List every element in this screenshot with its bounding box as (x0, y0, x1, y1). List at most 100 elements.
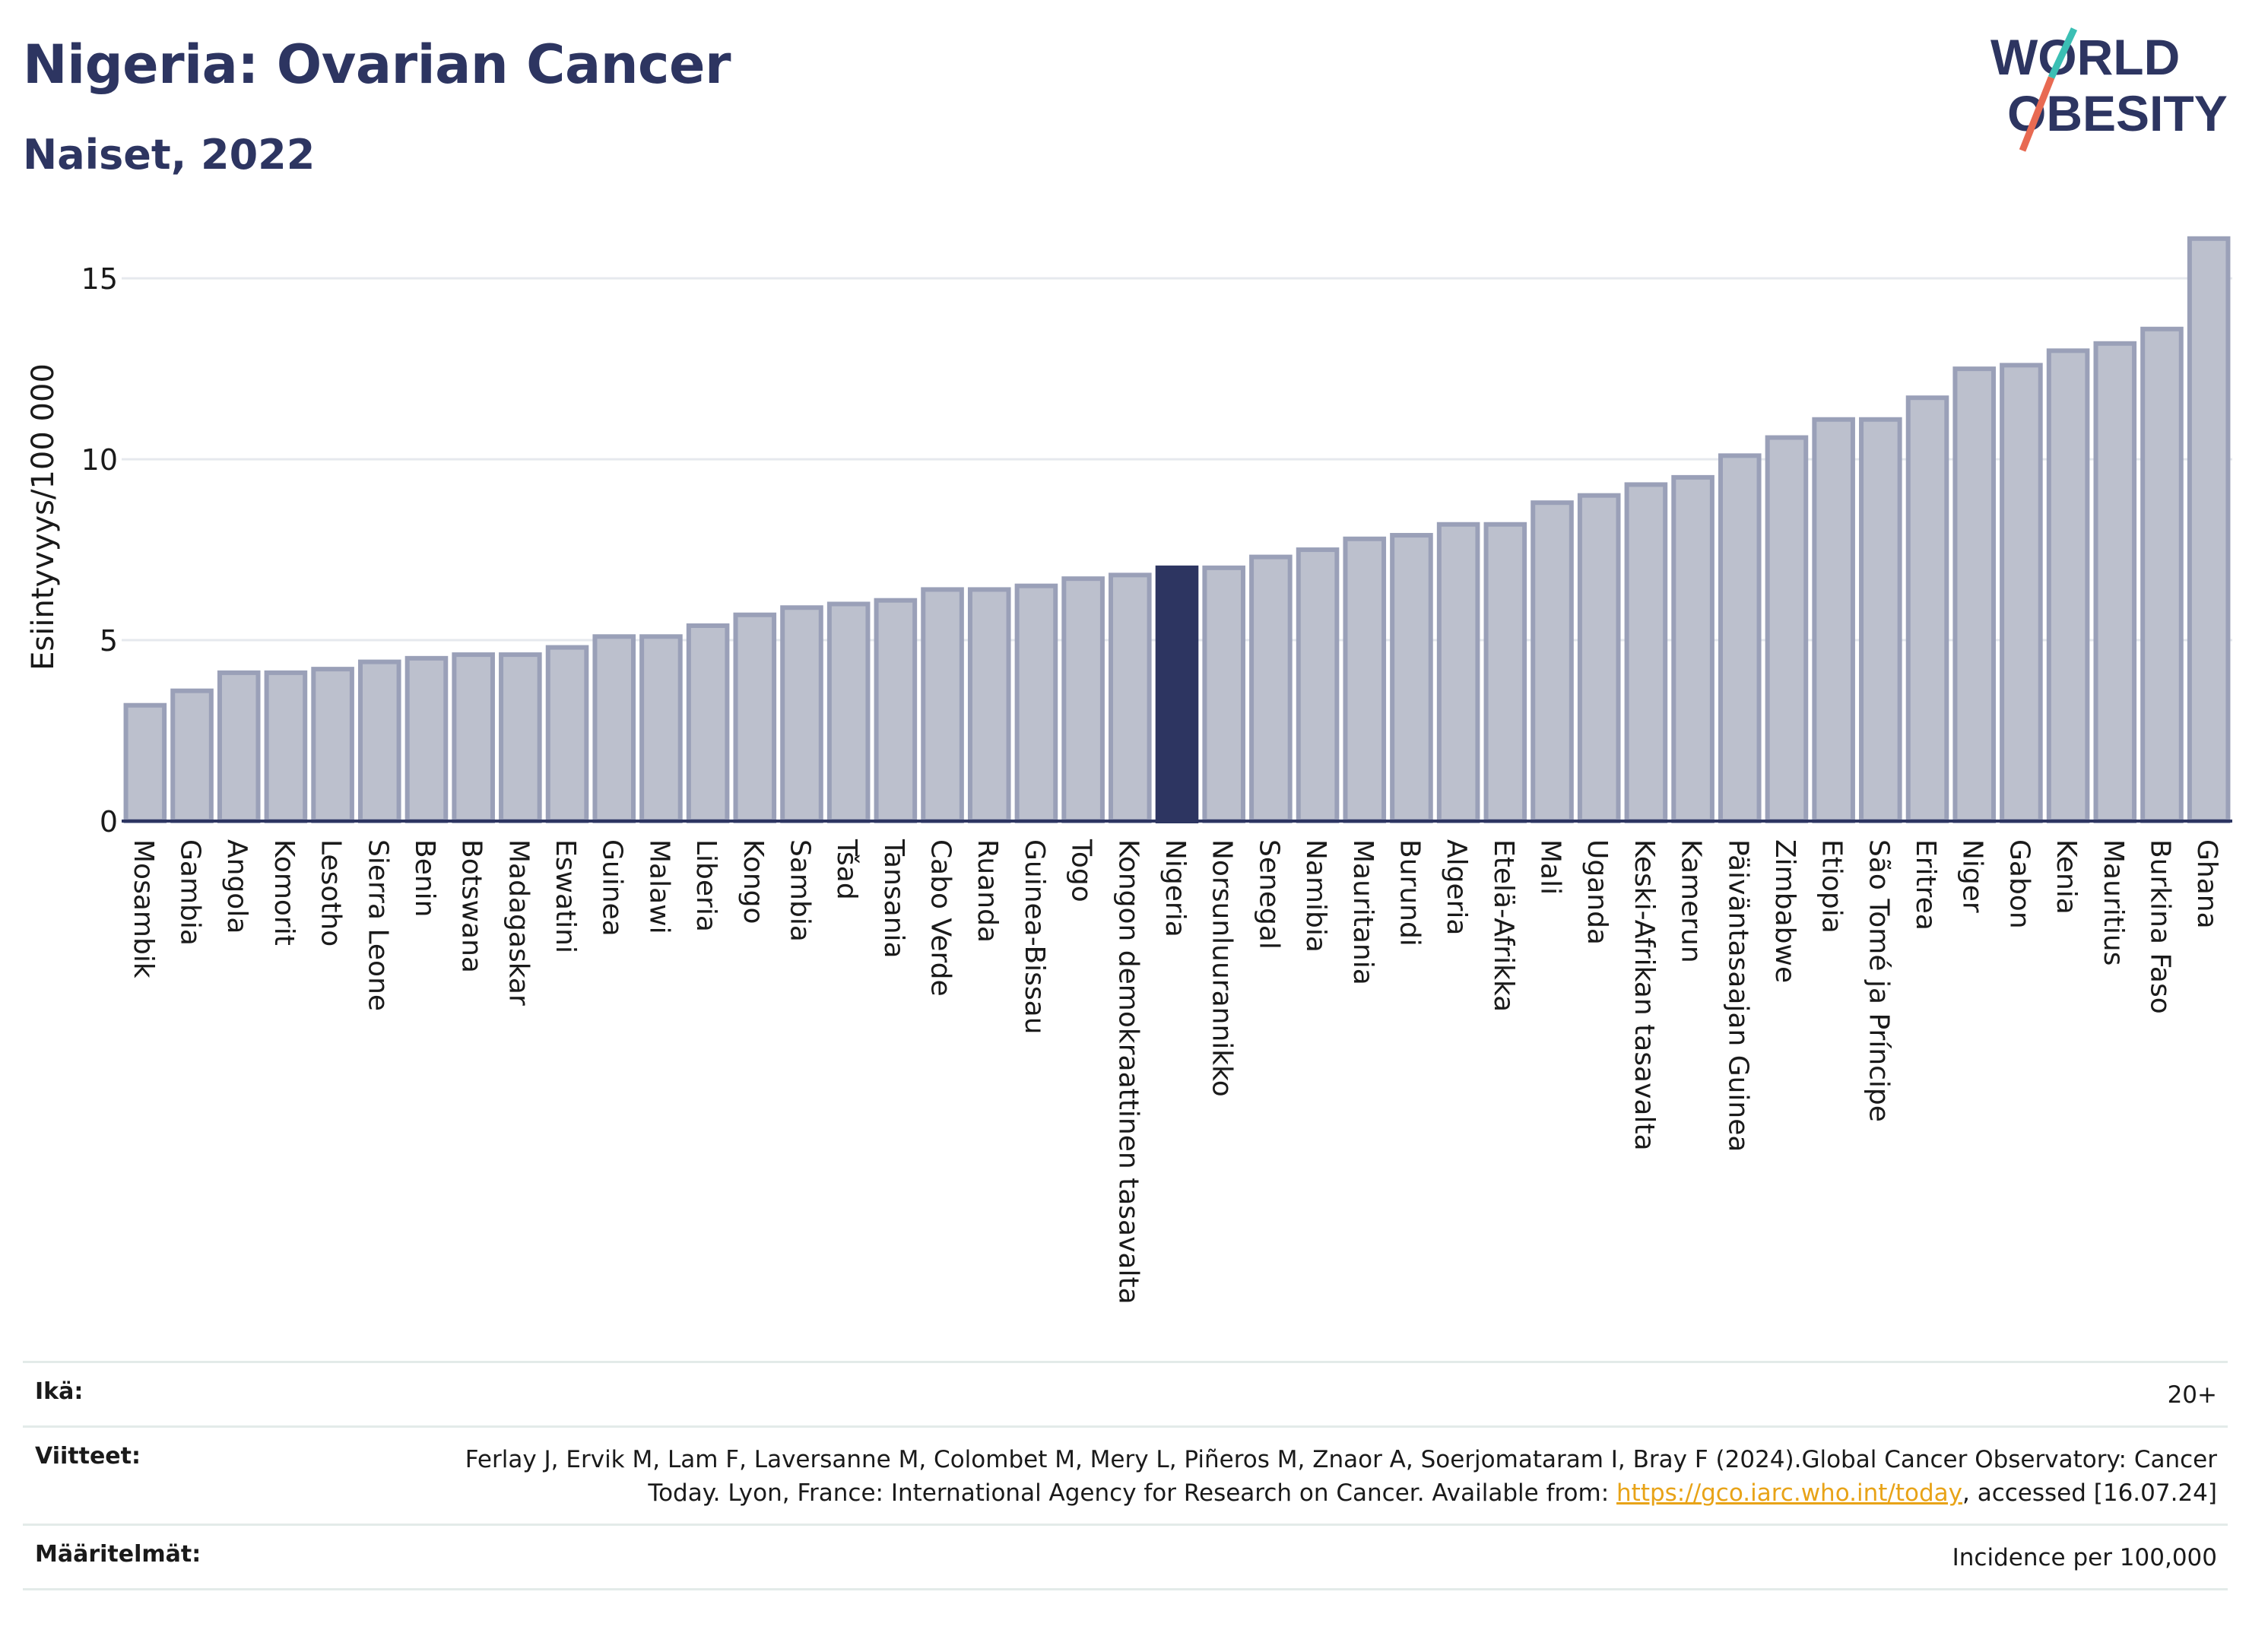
x-tick-label: Niger (1957, 839, 1988, 913)
x-tick-label: Tansania (878, 839, 909, 959)
bars (123, 236, 2231, 824)
bar (1483, 522, 1527, 823)
age-value: 20+ (2167, 1381, 2217, 1409)
x-tick-label: Kenia (2051, 839, 2082, 915)
page-subtitle: Naiset, 2022 (23, 131, 316, 179)
references-label: Viitteet: (35, 1443, 141, 1470)
bar (452, 652, 495, 824)
x-tick-label: Etiopia (1816, 839, 1848, 934)
x-tick-label: Guinea-Bissau (1019, 839, 1050, 1035)
x-tick-label: Zimbabwe (1769, 839, 1800, 983)
references-text-part2: , accessed [16.07.24] (1962, 1479, 2217, 1508)
bar (1671, 474, 1715, 823)
x-tick-label: Keski-Afrikan tasavalta (1629, 839, 1660, 1151)
bar (733, 612, 777, 823)
y-tick-labels: 0 5 10 15 (81, 262, 118, 839)
x-tick-label: Namibia (1300, 839, 1331, 953)
references-link[interactable]: https://gco.iarc.who.int/today (1616, 1479, 1962, 1508)
bar (1765, 435, 1809, 823)
definitions-value: Incidence per 100,000 (1952, 1544, 2217, 1572)
bar (217, 670, 261, 823)
bar (1952, 366, 1997, 823)
x-tick-label: Kongon demokraattinen tasavalta (1112, 839, 1144, 1305)
x-tick-label: Senegal (1253, 839, 1284, 950)
x-tick-label: Sambia (784, 839, 815, 942)
x-tick-label: Nigeria (1159, 839, 1191, 937)
x-tick-label: Mali (1535, 839, 1566, 895)
bar (686, 623, 730, 823)
footer-row-references: Viitteet: Ferlay J, Ervik M, Lam F, Lave… (23, 1425, 2228, 1524)
bar (1624, 482, 1668, 824)
bar (357, 659, 401, 823)
bar (1061, 576, 1105, 823)
x-tick-label: Benin (409, 839, 440, 917)
bar (2140, 326, 2184, 824)
logo-slash-teal (2048, 27, 2078, 79)
x-tick-label: Angola (221, 839, 252, 934)
x-tick-label: Norsunluurannikko (1207, 839, 1238, 1097)
definitions-label: Määritelmät: (35, 1541, 201, 1568)
references-text-part1: Ferlay J, Ervik M, Lam F, Laversanne M, … (465, 1446, 2217, 1508)
bar (1436, 522, 1480, 823)
x-tick-labels: Mosambik Gambia Angola Komorit Lesotho Sierra… (128, 839, 2222, 1305)
world-obesity-logo: WORLD OBESITY (1990, 27, 2228, 152)
x-tick-label: Ruanda (972, 839, 1003, 943)
bar (123, 702, 167, 823)
bar (967, 587, 1011, 823)
bar (1718, 453, 1762, 823)
bar (1531, 500, 1574, 823)
x-tick-label: Sierra Leone (362, 839, 393, 1011)
footer-row-age: Ikä: 20+ (23, 1361, 2228, 1425)
x-tick-label: Burundi (1394, 839, 1425, 946)
x-tick-label: Liberia (690, 839, 722, 932)
age-label: Ikä: (35, 1378, 84, 1405)
y-tick-label: 5 (100, 624, 118, 658)
y-tick-label: 0 (100, 805, 118, 839)
x-tick-label: Ghana (2191, 839, 2222, 929)
y-axis-label: Esiintyvyys/100 000 (26, 363, 61, 671)
bar (1859, 417, 1902, 823)
bar (2046, 348, 2090, 823)
bar (1812, 417, 1855, 823)
bar (1249, 554, 1293, 823)
bar (1202, 565, 1245, 824)
x-tick-label: Gabon (2003, 839, 2035, 929)
x-tick-label: Botswana (456, 839, 487, 973)
x-tick-label: Lesotho (316, 839, 347, 946)
x-tick-label: Burkina Faso (2144, 839, 2175, 1014)
x-tick-label: Mauritius (2098, 839, 2129, 966)
bar (639, 634, 683, 824)
bar (826, 601, 871, 823)
bar (404, 655, 449, 824)
x-tick-label: Mauritania (1347, 839, 1378, 985)
x-tick-label: Algeria (1441, 839, 1472, 936)
y-tick-label: 15 (81, 262, 118, 296)
x-tick-label: Kongo (738, 839, 769, 924)
x-tick-label: Eswatini (550, 839, 581, 953)
bar (311, 667, 354, 823)
x-tick-label: Etelä-Afrikka (1488, 839, 1519, 1012)
bar (921, 587, 964, 823)
bar (264, 670, 308, 823)
y-tick-label: 10 (81, 443, 118, 477)
page-title: Nigeria: Ovarian Cancer (23, 33, 731, 96)
bar (1014, 583, 1058, 823)
bar (874, 598, 918, 823)
bar (499, 652, 542, 824)
logo-slash-coral (2019, 76, 2055, 152)
x-tick-label: São Tomé ja Príncipe (1863, 839, 1894, 1122)
bar (1109, 572, 1152, 824)
bar (1905, 395, 1949, 823)
logo-line1: WORLD (1990, 29, 2180, 85)
x-tick-label: Eritrea (1910, 839, 1941, 931)
x-tick-label: Kamerun (1676, 839, 1707, 963)
bar (1577, 493, 1621, 824)
x-tick-label: Tšad (831, 839, 862, 900)
x-tick-label: Uganda (1581, 839, 1613, 945)
bar-chart: 0 5 10 15 Mosambik Gambia Angola Komorit Lesoth… (26, 236, 2232, 1305)
references-text: Ferlay J, Ervik M, Lam F, Laversanne M, … (423, 1443, 2217, 1510)
x-tick-label: Madagaskar (503, 839, 534, 1006)
bar (170, 688, 214, 823)
bar (780, 605, 823, 823)
bar (2000, 363, 2043, 823)
